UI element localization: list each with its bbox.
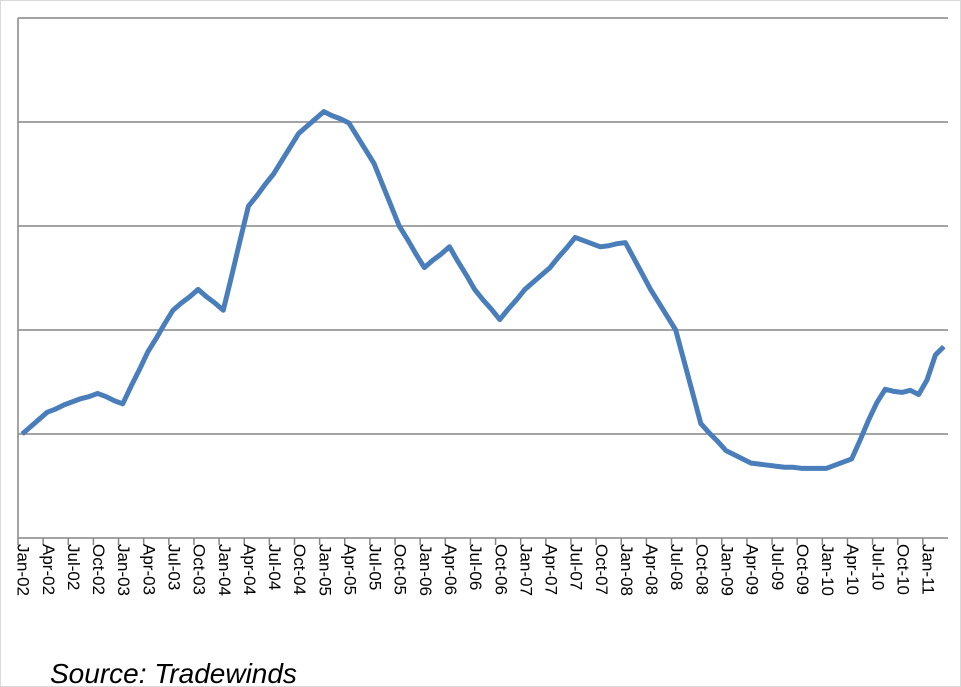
x-tick-label: Jan-09 <box>717 544 736 596</box>
x-tick-label: Jul-02 <box>64 544 83 590</box>
x-tick-label: Oct-05 <box>391 544 410 595</box>
x-tick-label: Jul-06 <box>466 544 485 590</box>
x-tick-label: Oct-07 <box>592 544 611 595</box>
x-tick-label: Oct-09 <box>793 544 812 595</box>
x-tick-label: Jul-10 <box>868 544 887 590</box>
x-tick-label: Jan-03 <box>114 544 133 596</box>
x-tick-label: Jul-04 <box>265 544 284 590</box>
x-tick-label: Oct-06 <box>491 544 510 595</box>
x-tick-label: Jan-04 <box>215 544 234 596</box>
x-tick-label: Jan-08 <box>617 544 636 596</box>
x-tick-label: Apr-04 <box>240 544 259 595</box>
x-tick-label: Apr-02 <box>39 544 58 595</box>
x-tick-label: Oct-08 <box>692 544 711 595</box>
x-tick-label: Oct-04 <box>290 544 309 595</box>
x-tick-label: Jan-05 <box>315 544 334 596</box>
data-line <box>20 109 946 471</box>
x-tick-label: Jan-10 <box>818 544 837 596</box>
x-tick-label: Jan-11 <box>919 544 938 595</box>
x-tick-label: Jul-08 <box>667 544 686 590</box>
x-tick-label: Apr-06 <box>441 544 460 595</box>
x-tick-label: Apr-07 <box>542 544 561 595</box>
x-tick-label: Apr-09 <box>743 544 762 595</box>
x-tick-label: Jul-05 <box>366 544 385 590</box>
x-tick-label: Apr-05 <box>340 544 359 595</box>
x-tick-label: Apr-08 <box>642 544 661 595</box>
x-tick-label: Oct-02 <box>89 544 108 595</box>
x-tick-label: Oct-10 <box>893 544 912 595</box>
x-tick-label: Jan-07 <box>516 544 535 596</box>
x-tick-label: Jul-03 <box>165 544 184 590</box>
x-tick-label: Apr-10 <box>843 544 862 595</box>
x-tick-label: Apr-03 <box>139 544 158 595</box>
x-tick-label: Jul-09 <box>768 544 787 590</box>
x-tick-label: Jul-07 <box>567 544 586 590</box>
source-note: Source: Tradewinds <box>50 658 297 687</box>
x-tick-label: Oct-03 <box>190 544 209 595</box>
x-tick-label: Jan-06 <box>416 544 435 596</box>
x-tick-label: Jan-02 <box>14 544 33 596</box>
